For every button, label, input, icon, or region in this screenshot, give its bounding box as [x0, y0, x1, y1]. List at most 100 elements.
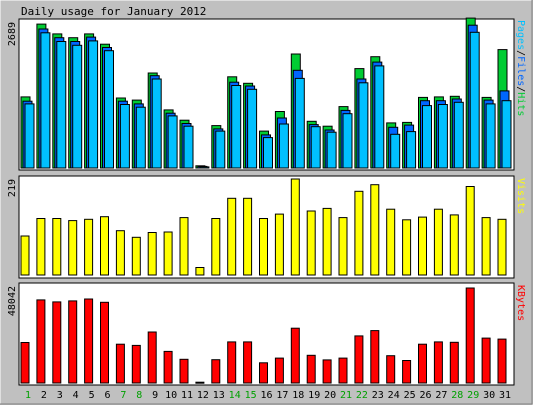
kbytes-bar	[163, 350, 173, 384]
kbytes-bar	[211, 359, 221, 384]
pages-bar	[485, 103, 496, 169]
pages-bar	[231, 85, 242, 169]
kbytes-bar	[84, 298, 94, 384]
pages-bar	[72, 44, 83, 169]
day-label: 21	[340, 390, 352, 401]
visits-bar	[402, 219, 412, 276]
day-label: 14	[229, 390, 241, 401]
visits-bar	[243, 197, 253, 276]
hits-max-label: 2689	[7, 22, 18, 46]
kbytes-bar	[274, 357, 284, 384]
visits-bar	[52, 218, 62, 276]
kbytes-bar	[449, 341, 459, 384]
day-label: 8	[136, 390, 142, 401]
day-label: 20	[324, 390, 336, 401]
pages-bar	[294, 77, 305, 169]
pages-bar	[342, 113, 353, 169]
visits-bar	[386, 208, 396, 276]
visits-bar	[68, 220, 78, 276]
pages-bar	[135, 106, 146, 169]
legend-entry: Pages	[515, 20, 526, 50]
legend-entry: Files	[515, 56, 526, 86]
day-label: 17	[276, 390, 288, 401]
kbytes-bar	[402, 360, 412, 384]
pages-bar	[215, 130, 226, 169]
legend-entry: /	[515, 50, 526, 56]
visits-bar	[433, 208, 443, 276]
kbytes-bar	[100, 301, 109, 384]
pages-bar	[390, 133, 401, 169]
kbytes-bar	[433, 341, 443, 384]
visits-bar	[147, 232, 157, 276]
visits-bar	[211, 218, 221, 276]
kbytes-bar	[227, 341, 237, 384]
day-label: 26	[419, 390, 431, 401]
kbytes-bar	[179, 358, 189, 384]
day-label: 24	[388, 390, 400, 401]
kbytes-bar	[306, 354, 316, 384]
visits-bar	[354, 190, 364, 276]
day-label: 19	[308, 390, 320, 401]
legend-entry: Hits	[515, 92, 526, 116]
visits-bar	[259, 218, 268, 276]
day-label: 29	[467, 390, 479, 401]
day-label: 18	[292, 390, 304, 401]
day-label: 7	[120, 390, 126, 401]
pages-bar	[247, 88, 258, 169]
visits-bar	[338, 217, 348, 276]
visits-bar	[84, 218, 94, 276]
visits-legend: Visits	[515, 178, 526, 214]
day-label: 11	[181, 390, 193, 401]
pages-bar	[151, 78, 162, 169]
visits-bar	[100, 216, 109, 276]
visits-bar	[115, 230, 125, 276]
pages-bar	[24, 103, 35, 169]
day-label: 23	[372, 390, 384, 401]
pages-bar	[469, 31, 480, 169]
day-label: 6	[104, 390, 110, 401]
kbytes-bar	[259, 362, 268, 384]
pages-bar	[437, 104, 448, 169]
day-label: 15	[245, 390, 257, 401]
pages-bar	[374, 65, 385, 169]
pages-bar	[56, 41, 67, 169]
day-label: 25	[404, 390, 416, 401]
kbytes-bar	[418, 343, 427, 384]
kbytes-bar	[290, 327, 300, 384]
pages-bar	[40, 32, 51, 169]
day-label: 1	[25, 390, 31, 401]
visits-bar	[322, 207, 332, 276]
visits-bars	[20, 178, 507, 276]
visits-bar	[418, 216, 427, 276]
pages-bar	[263, 137, 273, 169]
kbytes-max-label: 48042	[7, 286, 18, 316]
day-label: 9	[152, 390, 158, 401]
kbytes-bar	[36, 299, 46, 384]
day-label: 2	[41, 390, 47, 401]
kbytes-bar	[147, 331, 157, 384]
day-label: 13	[213, 390, 225, 401]
day-label: 22	[356, 390, 368, 401]
day-label: 10	[165, 390, 177, 401]
visits-bar	[481, 217, 491, 276]
kbytes-bar	[354, 335, 364, 384]
pages-bar	[501, 100, 512, 169]
day-label: 3	[57, 390, 63, 401]
visits-bar	[179, 217, 189, 276]
pages-bar	[104, 50, 114, 169]
pages-bar	[119, 104, 130, 169]
pages-bar	[326, 131, 337, 169]
pages-bar	[422, 105, 432, 169]
kbytes-bar	[195, 381, 205, 384]
visits-bar	[163, 231, 173, 276]
day-label: 12	[197, 390, 209, 401]
visits-bar	[290, 178, 300, 276]
kbytes-bars	[20, 287, 507, 384]
legend-entry: /	[515, 86, 526, 92]
kbytes-bar	[68, 300, 78, 384]
pages-bar	[88, 40, 99, 169]
kbytes-bar	[322, 359, 332, 384]
kbytes-bar	[243, 341, 253, 384]
pages-bar	[183, 125, 194, 169]
